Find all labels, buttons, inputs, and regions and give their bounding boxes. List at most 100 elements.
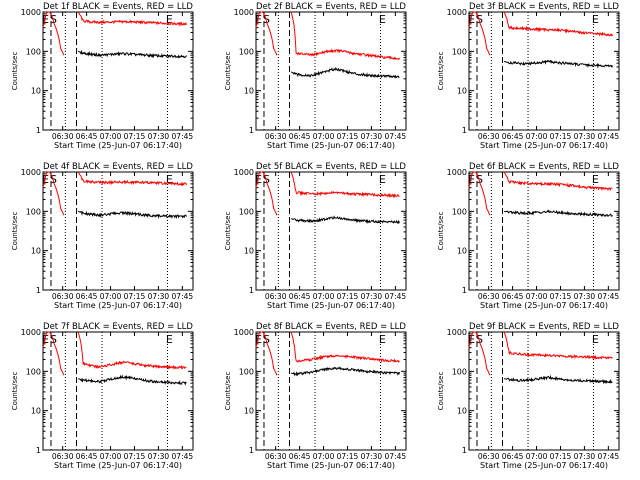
chart-title: Det 9f BLACK = Events, RED = LLD <box>469 322 619 332</box>
chart-title: Det 6f BLACK = Events, RED = LLD <box>469 162 619 172</box>
x-tick-label: 06:30 <box>478 292 500 301</box>
x-tick-label: 07:45 <box>385 132 407 141</box>
lld-curve <box>290 331 400 364</box>
plot-frame <box>42 11 194 131</box>
events-curve <box>290 215 400 225</box>
events-curve <box>77 210 187 220</box>
x-tick-label: 07:15 <box>550 452 572 461</box>
marker-label-left: E <box>255 173 262 186</box>
y-axis-label: Counts/sec <box>437 372 445 411</box>
y-tick-label: 100 <box>239 207 254 216</box>
x-tick-label: 06:45 <box>502 132 524 141</box>
y-tick-label: 1 <box>462 126 467 135</box>
y-tick-label: 1 <box>249 446 254 455</box>
initial-transient-curve <box>42 331 65 376</box>
initial-transient-curve <box>255 171 278 216</box>
x-tick-label: 07:00 <box>100 452 122 461</box>
x-tick-label: 06:30 <box>52 452 74 461</box>
marker-label-end: E <box>166 333 173 346</box>
chart-title: Det 7f BLACK = Events, RED = LLD <box>43 322 193 332</box>
chart-title: Det 2f BLACK = Events, RED = LLD <box>256 2 406 12</box>
x-tick-label: 06:30 <box>478 132 500 141</box>
y-tick-label: 10 <box>457 407 467 416</box>
y-tick-label: 100 <box>452 47 467 56</box>
marker-label-end: E <box>166 173 173 186</box>
initial-transient-curve <box>468 11 491 56</box>
marker-label-left: E <box>255 333 262 346</box>
y-axis-label: Counts/sec <box>224 52 232 91</box>
x-tick-label: 07:00 <box>526 292 548 301</box>
y-tick-label: 1 <box>36 126 41 135</box>
x-tick-label: 07:00 <box>100 292 122 301</box>
x-axis-label: Start Time (25-Jun-07 06:17:40) <box>267 301 395 310</box>
x-tick-label: 07:30 <box>148 292 170 301</box>
plot-frame <box>468 331 620 451</box>
initial-transient-curve <box>255 11 278 56</box>
x-tick-label: 06:30 <box>265 132 287 141</box>
initial-transient-curve <box>468 171 491 216</box>
marker-label-left: E <box>468 173 475 186</box>
x-tick-label: 06:45 <box>76 132 98 141</box>
marker-label-end: E <box>379 13 386 26</box>
x-tick-label: 06:30 <box>52 132 74 141</box>
marker-label-end: E <box>379 173 386 186</box>
plot-frame <box>42 171 194 291</box>
y-tick-label: 100 <box>26 47 41 56</box>
marker-label-left: E <box>255 13 262 26</box>
lld-curve <box>77 331 187 370</box>
x-axis-label: Start Time (25-Jun-07 06:17:40) <box>54 301 182 310</box>
x-tick-label: 07:45 <box>385 452 407 461</box>
plot-frame <box>468 11 620 131</box>
x-axis-label: Start Time (25-Jun-07 06:17:40) <box>54 141 182 150</box>
x-tick-label: 07:00 <box>526 132 548 141</box>
initial-transient-curve <box>42 171 65 216</box>
marker-label-end: E <box>592 173 599 186</box>
x-tick-label: 07:15 <box>337 292 359 301</box>
chart-title: Det 1f BLACK = Events, RED = LLD <box>43 2 193 12</box>
x-tick-label: 06:30 <box>52 292 74 301</box>
y-tick-label: 100 <box>26 207 41 216</box>
x-tick-label: 07:15 <box>124 132 146 141</box>
x-tick-label: 07:45 <box>598 292 620 301</box>
events-curve <box>77 49 187 59</box>
y-tick-label: 1000 <box>234 8 254 17</box>
x-tick-label: 07:45 <box>172 452 194 461</box>
y-tick-label: 10 <box>457 247 467 256</box>
y-tick-label: 1 <box>462 446 467 455</box>
y-axis-label: Counts/sec <box>437 212 445 251</box>
detector-panel-4: Det 4f BLACK = Events, RED = LLD 1 10 100 10… <box>11 162 194 310</box>
marker-label-end: E <box>379 333 386 346</box>
x-tick-label: 07:15 <box>550 132 572 141</box>
y-tick-label: 1 <box>36 286 41 295</box>
x-tick-label: 07:00 <box>313 132 335 141</box>
y-axis-label: Counts/sec <box>224 212 232 251</box>
y-tick-label: 1000 <box>21 168 41 177</box>
lld-curve <box>290 171 400 199</box>
y-tick-label: 1000 <box>447 8 467 17</box>
y-tick-label: 10 <box>244 247 254 256</box>
detector-panel-5: Det 5f BLACK = Events, RED = LLD 1 10 100 10… <box>224 162 407 310</box>
y-tick-label: 100 <box>452 367 467 376</box>
detector-panel-2: Det 2f BLACK = Events, RED = LLD 1 10 100 10… <box>224 2 407 150</box>
events-curve <box>291 366 400 377</box>
y-tick-label: 1 <box>249 286 254 295</box>
x-tick-label: 07:45 <box>172 132 194 141</box>
x-tick-label: 06:30 <box>265 452 287 461</box>
y-tick-label: 1 <box>462 286 467 295</box>
x-tick-label: 06:45 <box>502 292 524 301</box>
x-tick-label: 07:30 <box>574 292 596 301</box>
x-tick-label: 07:45 <box>172 292 194 301</box>
x-axis-label: Start Time (25-Jun-07 06:17:40) <box>54 461 182 470</box>
events-curve <box>504 374 613 385</box>
marker-label-left: E <box>42 173 49 186</box>
x-tick-label: 07:00 <box>100 132 122 141</box>
lld-curve <box>290 11 400 61</box>
y-tick-label: 100 <box>239 47 254 56</box>
x-tick-label: 06:45 <box>76 292 98 301</box>
y-tick-label: 100 <box>239 367 254 376</box>
x-tick-label: 07:30 <box>361 292 383 301</box>
lld-curve <box>77 11 187 27</box>
y-tick-label: 100 <box>26 367 41 376</box>
x-tick-label: 07:00 <box>313 292 335 301</box>
